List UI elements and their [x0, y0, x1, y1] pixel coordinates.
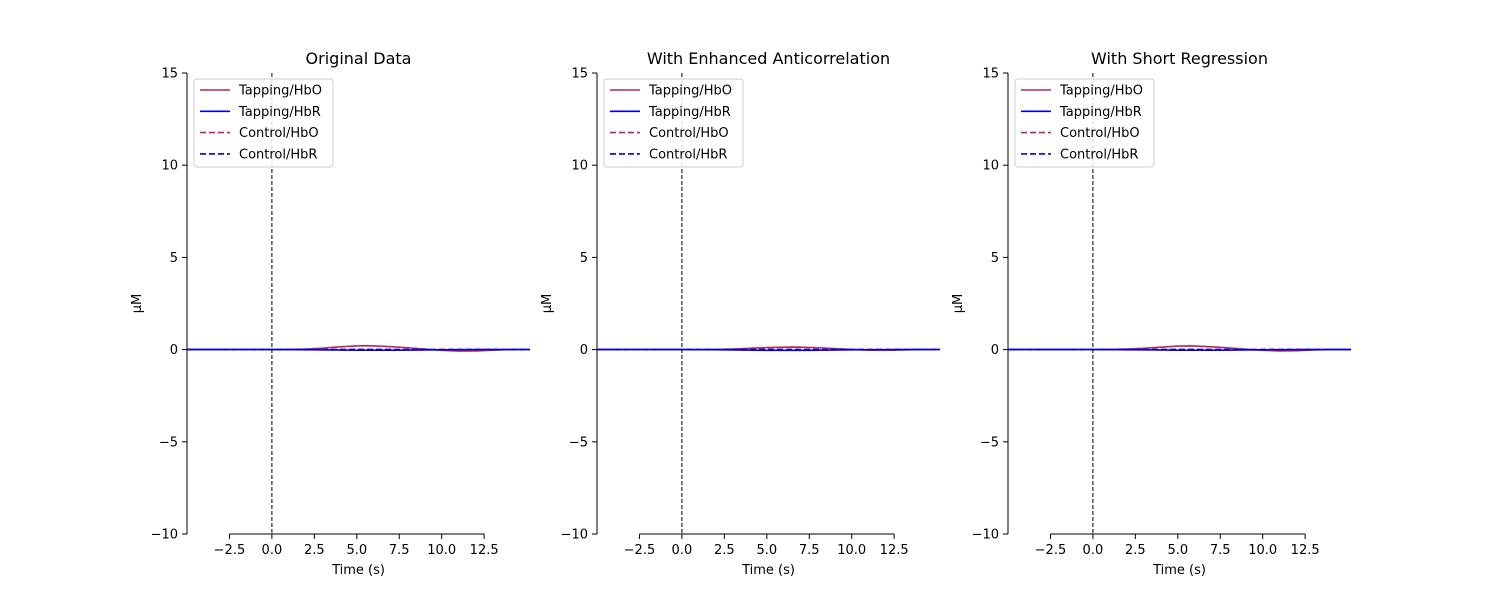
x-tick-label: 12.5: [1291, 543, 1320, 558]
x-tick-label: 10.0: [427, 543, 456, 558]
x-axis-label: Time (s): [741, 563, 795, 578]
subplot-title: Original Data: [306, 49, 412, 68]
y-tick-label: 0: [991, 343, 999, 358]
x-tick-label: 2.5: [304, 543, 325, 558]
y-tick-label: 0: [580, 343, 588, 358]
legend-label: Tapping/HbO: [1059, 84, 1143, 99]
legend-label: Control/HbR: [239, 147, 317, 162]
subplot-title: With Short Regression: [1091, 49, 1268, 68]
legend: Tapping/HbO Tapping/HbR Control/HbO Control…: [1014, 78, 1155, 168]
y-tick-label: 10: [982, 159, 999, 174]
legend-label: Control/HbR: [1060, 147, 1138, 162]
y-tick-label: 5: [170, 251, 178, 266]
subplot-3: With Short Regression −10 −5 0 5 10 15 −2.5 0.0 2…: [951, 49, 1351, 578]
y-tick-label: 15: [982, 67, 999, 82]
x-tick-label: −2.5: [1035, 543, 1067, 558]
x-tick-label: 5.0: [346, 543, 367, 558]
x-tick-label: 7.5: [1210, 543, 1231, 558]
x-tick-label: 7.5: [389, 543, 410, 558]
legend-label: Tapping/HbR: [238, 105, 321, 120]
x-tick-label: −2.5: [214, 543, 246, 558]
subplot-title: With Enhanced Anticorrelation: [647, 49, 890, 68]
y-tick-label: −10: [561, 528, 588, 543]
y-tick-label: −10: [151, 528, 178, 543]
x-tick-label: 12.5: [470, 543, 499, 558]
x-tick-label: 0.0: [1083, 543, 1104, 558]
legend-label: Control/HbR: [649, 147, 727, 162]
legend-frame: [1014, 78, 1155, 168]
y-axis-label: µM: [951, 294, 966, 314]
x-tick-label: 10.0: [1248, 543, 1277, 558]
subplot-2: With Enhanced Anticorrelation −10 −5 0 5 10 15…: [540, 49, 940, 578]
x-tick-label: −2.5: [624, 543, 656, 558]
x-tick-label: 0.0: [262, 543, 283, 558]
legend-label: Tapping/HbR: [1059, 105, 1142, 120]
x-tick-label: 2.5: [1125, 543, 1146, 558]
legend: Tapping/HbO Tapping/HbR Control/HbO Control…: [193, 78, 334, 168]
x-tick-label: 0.0: [672, 543, 693, 558]
x-tick-label: 5.0: [1167, 543, 1188, 558]
legend-frame: [603, 78, 744, 168]
y-tick-label: 15: [571, 67, 588, 82]
x-axis-label: Time (s): [1152, 563, 1206, 578]
y-tick-label: 15: [161, 67, 178, 82]
legend-label: Control/HbO: [649, 126, 729, 141]
y-tick-label: 10: [161, 159, 178, 174]
y-tick-label: −5: [159, 435, 178, 450]
legend: Tapping/HbO Tapping/HbR Control/HbO Control…: [603, 78, 744, 168]
legend-label: Tapping/HbR: [648, 105, 731, 120]
y-tick-label: 5: [991, 251, 999, 266]
x-tick-label: 5.0: [756, 543, 777, 558]
x-tick-label: 10.0: [837, 543, 866, 558]
legend-label: Control/HbO: [1060, 126, 1140, 141]
legend-frame: [193, 78, 334, 168]
legend-label: Tapping/HbO: [648, 84, 732, 99]
y-tick-label: 5: [580, 251, 588, 266]
legend-label: Control/HbO: [239, 126, 319, 141]
y-tick-label: −5: [980, 435, 999, 450]
y-tick-label: −10: [972, 528, 999, 543]
subplot-1: Original Data −10 −5 0 5 10 15 −2.5 0.0 2.5 5.0 7.5…: [130, 49, 530, 578]
x-tick-label: 7.5: [799, 543, 820, 558]
x-tick-label: 12.5: [880, 543, 909, 558]
y-tick-label: −5: [569, 435, 588, 450]
legend-label: Tapping/HbO: [238, 84, 322, 99]
x-tick-label: 2.5: [714, 543, 735, 558]
y-tick-label: 10: [571, 159, 588, 174]
y-axis-label: µM: [130, 294, 145, 314]
y-axis-label: µM: [540, 294, 555, 314]
x-axis-label: Time (s): [331, 563, 385, 578]
y-tick-label: 0: [170, 343, 178, 358]
